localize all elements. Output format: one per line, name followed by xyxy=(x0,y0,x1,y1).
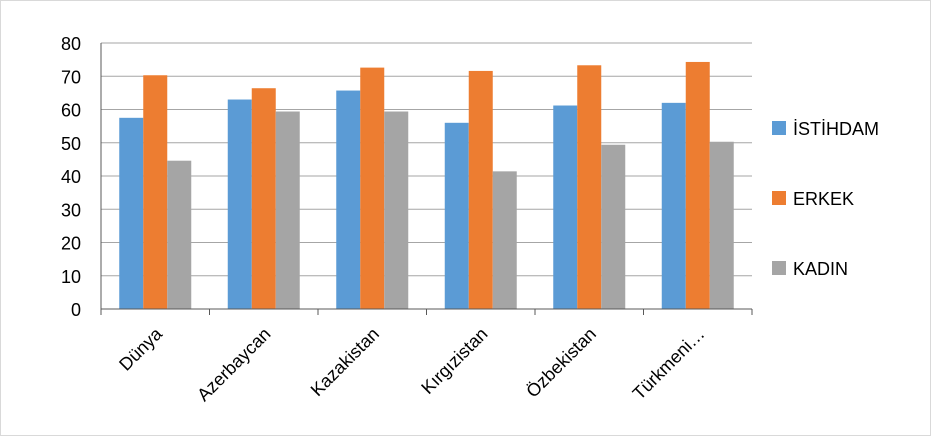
x-tick-label: Türkmeni… xyxy=(629,324,709,404)
legend-swatch xyxy=(772,191,786,205)
bar-istihdam xyxy=(119,117,144,309)
legend-label: ERKEK xyxy=(793,189,854,209)
bar-erkek xyxy=(360,67,385,309)
bar-kadin xyxy=(492,171,517,309)
bar-istihdam xyxy=(661,102,686,309)
y-tick-label: 30 xyxy=(61,200,81,220)
bar-istihdam xyxy=(444,122,469,309)
bar-erkek xyxy=(468,70,493,310)
y-tick-label: 50 xyxy=(61,134,81,154)
legend-swatch xyxy=(772,121,786,135)
legend-label: KADIN xyxy=(793,259,848,279)
y-tick-label: 20 xyxy=(61,234,81,254)
bars xyxy=(119,61,734,310)
bar-istihdam xyxy=(227,99,252,310)
bar-erkek xyxy=(577,65,602,309)
gridlines xyxy=(101,42,752,277)
bar-kadin xyxy=(601,144,626,309)
bar-istihdam xyxy=(336,90,361,309)
bar-kadin xyxy=(709,141,734,309)
y-tick-label: 0 xyxy=(71,300,81,320)
y-tick-label: 10 xyxy=(61,267,81,287)
x-tick-label: Azerbaycan xyxy=(193,324,274,405)
bar-erkek xyxy=(143,75,168,309)
bar-erkek xyxy=(685,61,710,309)
bar-erkek xyxy=(251,88,276,309)
y-tick-label: 70 xyxy=(61,67,81,87)
y-tick-label: 80 xyxy=(61,34,81,54)
legend: İSTİHDAM ERKEK KADIN xyxy=(772,119,879,279)
bar-istihdam xyxy=(553,105,578,309)
x-tick-label: Dünya xyxy=(115,323,167,375)
legend-label: İSTİHDAM xyxy=(793,119,879,139)
x-tick-label: Kırgızistan xyxy=(417,324,491,398)
x-tick-label: Özbekistan xyxy=(522,324,600,402)
y-tick-label: 40 xyxy=(61,167,81,187)
bar-kadin xyxy=(384,111,409,310)
legend-swatch xyxy=(772,261,786,275)
y-tick-label: 60 xyxy=(61,101,81,121)
x-tick-label: Kazakistan xyxy=(307,324,383,400)
bar-kadin xyxy=(275,111,300,310)
bar-kadin xyxy=(167,160,192,309)
